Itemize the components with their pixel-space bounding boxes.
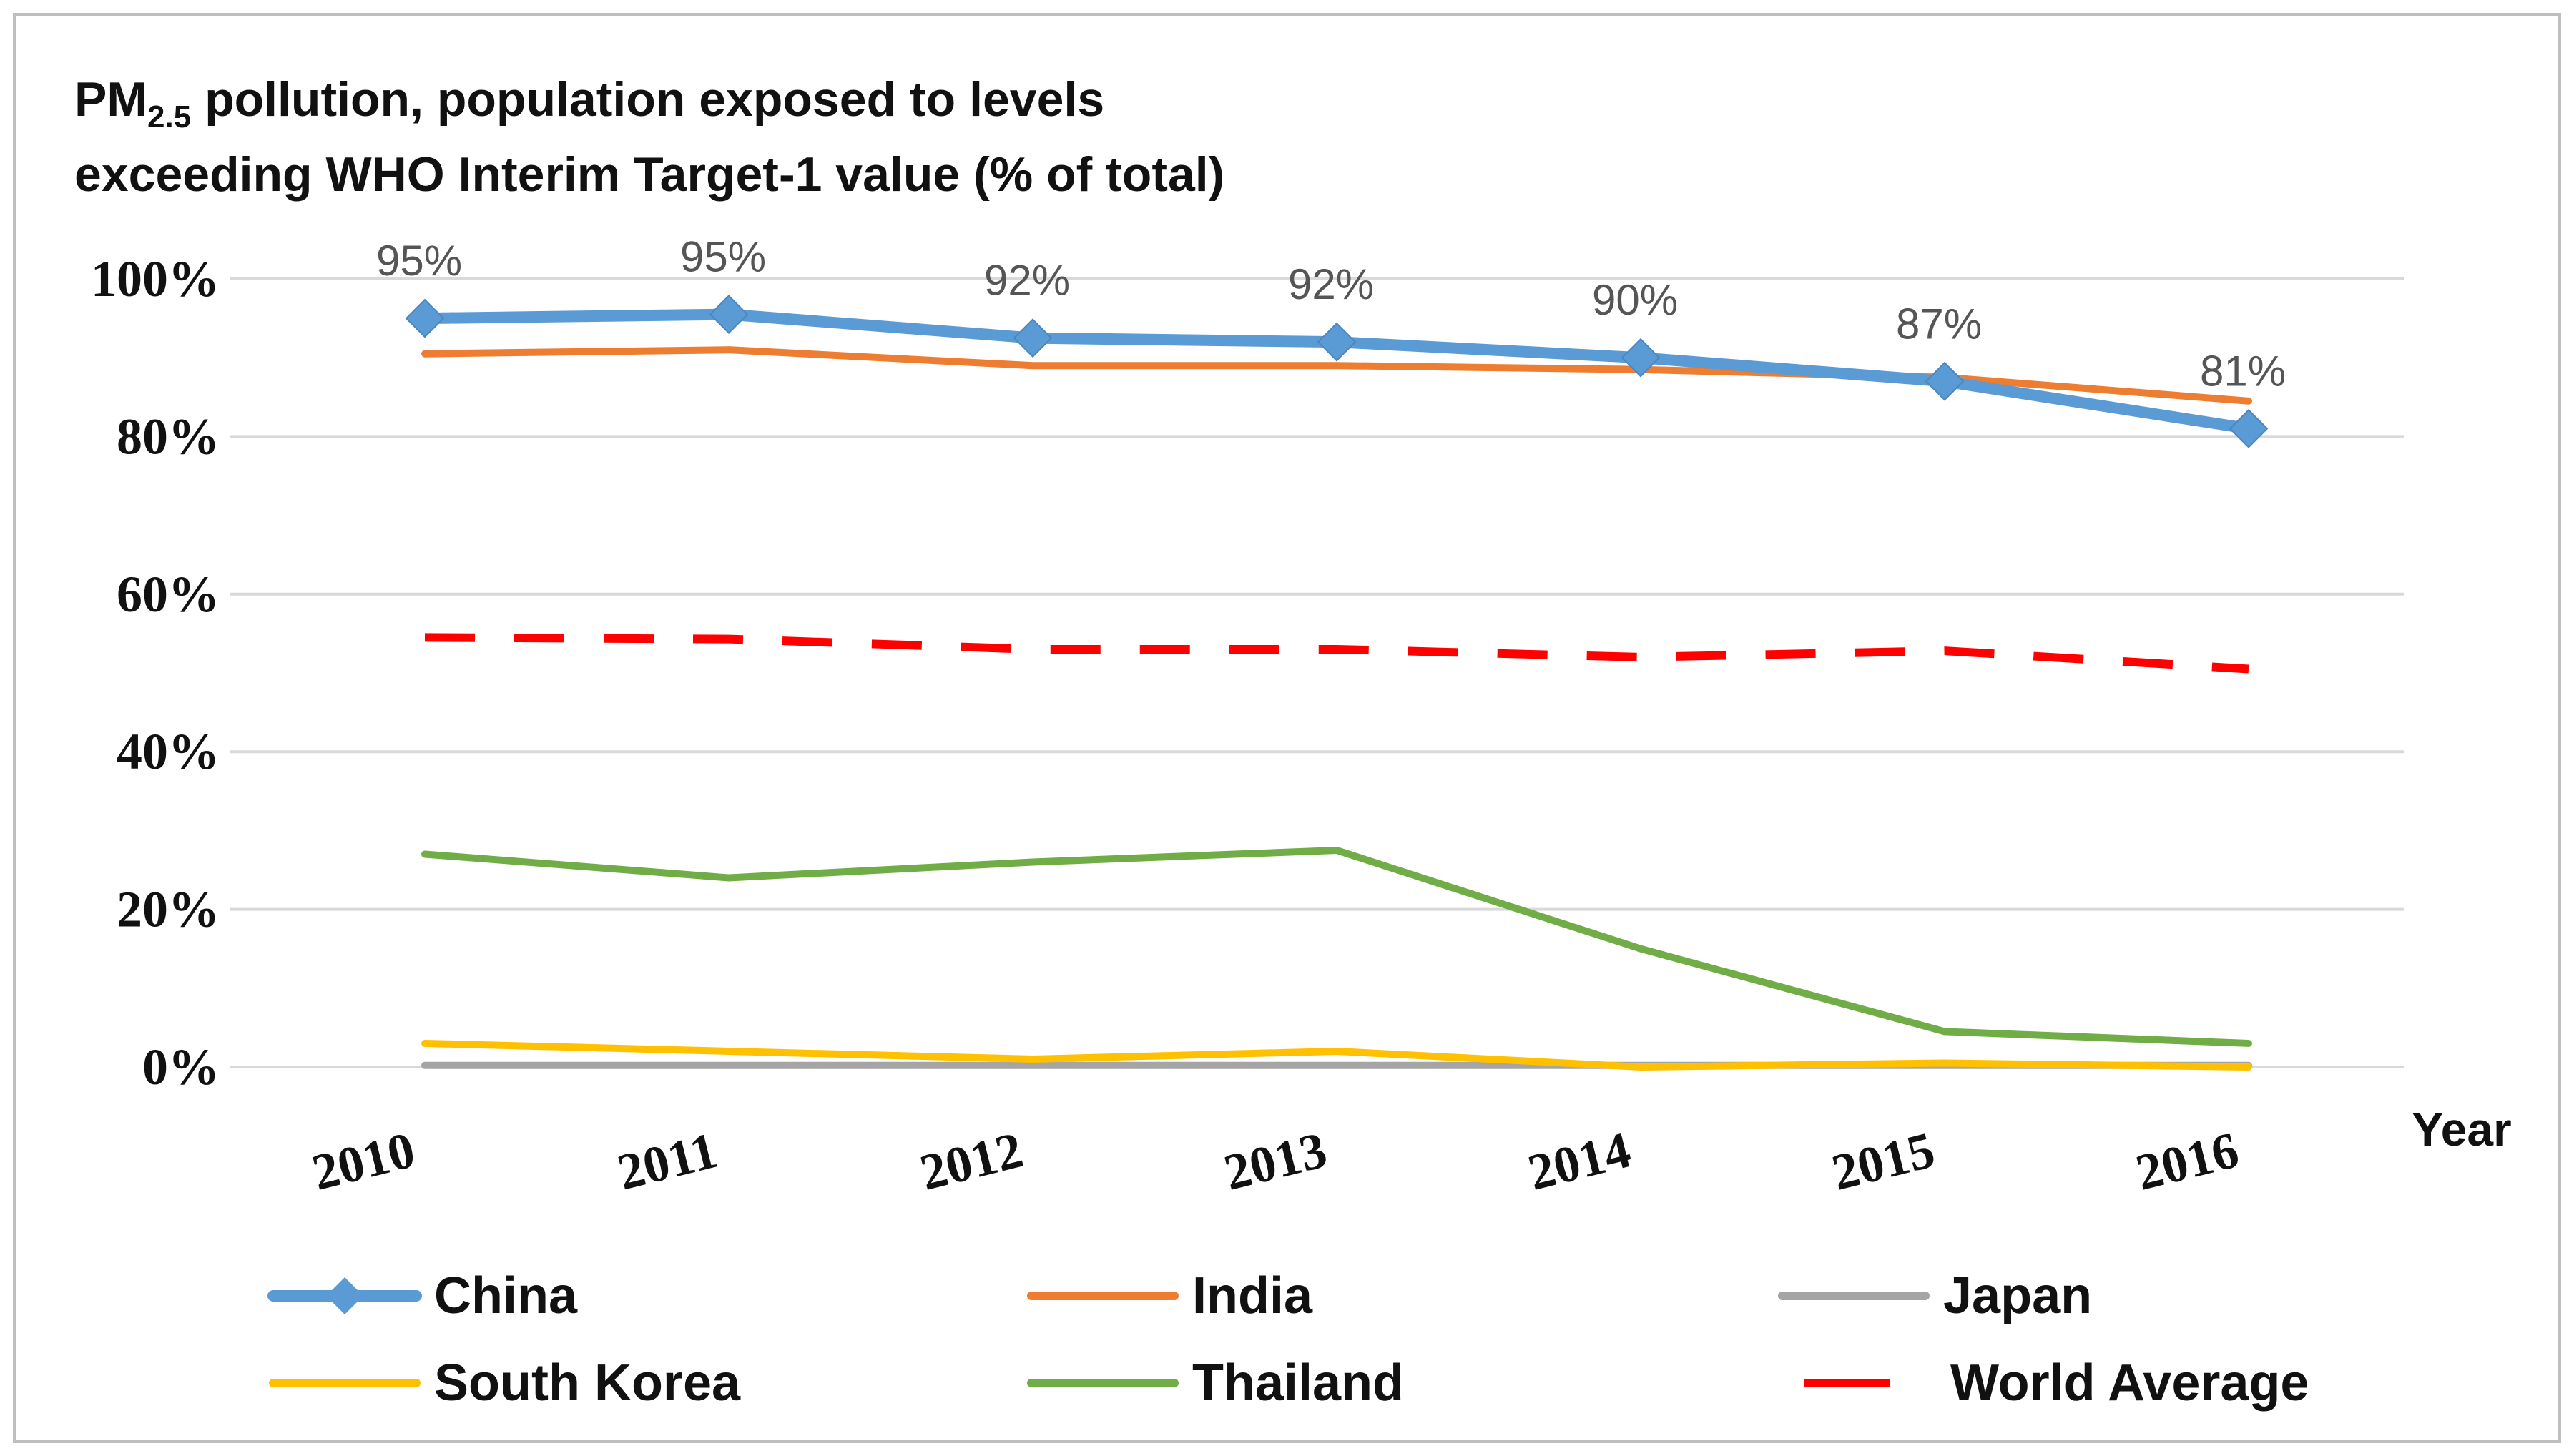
title-main: PM — [74, 72, 147, 127]
marker-china-2014 — [1621, 338, 1661, 378]
legend-label-world-average: World Average — [1950, 1354, 2309, 1412]
legend-label-india: India — [1192, 1267, 1313, 1324]
title-subscript: 2.5 — [147, 99, 191, 134]
legend: China India Japan South Korea Thailand World … — [267, 1267, 2309, 1412]
y-tick-label-100: 100% — [91, 250, 220, 308]
legend-marker-china — [326, 1277, 363, 1314]
legend-item-japan: Japan — [1778, 1267, 2092, 1324]
series-line-south-korea — [421, 1039, 2252, 1071]
y-axis-ticks: 0% 20% 40% 60% 80% 100% — [91, 250, 220, 1096]
data-label-china-2011: 95% — [680, 233, 766, 281]
legend-item-thailand: Thailand — [1027, 1354, 1404, 1412]
data-label-china-2014: 90% — [1592, 276, 1678, 324]
data-label-china-2015: 87% — [1896, 300, 1982, 348]
x-tick-label-2015: 2015 — [1827, 1121, 1940, 1201]
chart-svg: PM2.5 pollution, population exposed to l… — [74, 72, 2512, 1412]
legend-item-south-korea: South Korea — [269, 1354, 741, 1412]
legend-item-china: China — [267, 1267, 578, 1324]
data-label-china-2016: 81% — [2200, 347, 2286, 395]
y-tick-label-60: 60% — [117, 566, 220, 623]
chart-title: PM2.5 pollution, population exposed to l… — [74, 72, 1224, 202]
marker-china-2012 — [1013, 318, 1053, 358]
chart-frame: PM2.5 pollution, population exposed to l… — [13, 13, 2561, 1443]
legend-item-world-average: World Average — [1804, 1354, 2309, 1412]
marker-china-2010 — [405, 298, 445, 338]
data-label-china-2010: 95% — [376, 237, 462, 285]
legend-label-japan: Japan — [1943, 1267, 2092, 1324]
y-tick-label-0: 0% — [142, 1038, 220, 1096]
series-lines — [419, 308, 2254, 1071]
series-line-world-average — [424, 633, 2249, 674]
y-tick-label-20: 20% — [117, 881, 220, 938]
legend-item-india: India — [1027, 1267, 1313, 1324]
x-tick-label-2013: 2013 — [1219, 1121, 1332, 1201]
data-labels: 95% 95% 92% 92% 90% 87% 81% — [376, 233, 2286, 395]
x-tick-label-2016: 2016 — [2131, 1121, 2244, 1201]
marker-china-2011 — [709, 295, 749, 335]
series-markers — [405, 295, 2269, 448]
x-axis-ticks: 2010 2011 2012 2013 2014 2015 2016 — [307, 1121, 2244, 1201]
x-tick-label-2012: 2012 — [915, 1121, 1028, 1201]
legend-label-thailand: Thailand — [1192, 1354, 1404, 1412]
svg-text:PM2.5 pollution, population e: PM2.5 pollution, population exposed to l… — [74, 72, 1104, 134]
title-line1-rest: pollution, population exposed to levels — [191, 72, 1104, 127]
x-tick-label-2014: 2014 — [1523, 1121, 1636, 1201]
series-line-thailand — [421, 846, 2252, 1047]
x-axis-label: Year — [2412, 1103, 2511, 1156]
marker-china-2013 — [1317, 322, 1357, 362]
marker-china-2016 — [2229, 408, 2269, 448]
x-tick-label-2011: 2011 — [612, 1121, 723, 1201]
data-label-china-2012: 92% — [984, 257, 1070, 305]
legend-label-china: China — [434, 1267, 578, 1324]
legend-label-south-korea: South Korea — [434, 1354, 741, 1412]
x-tick-label-2010: 2010 — [307, 1121, 421, 1201]
data-label-china-2013: 92% — [1288, 260, 1374, 308]
marker-china-2015 — [1925, 361, 1965, 401]
y-tick-label-40: 40% — [117, 723, 220, 780]
title-line2: exceeding WHO Interim Target-1 value (% … — [74, 147, 1224, 202]
y-tick-label-80: 80% — [117, 408, 220, 465]
